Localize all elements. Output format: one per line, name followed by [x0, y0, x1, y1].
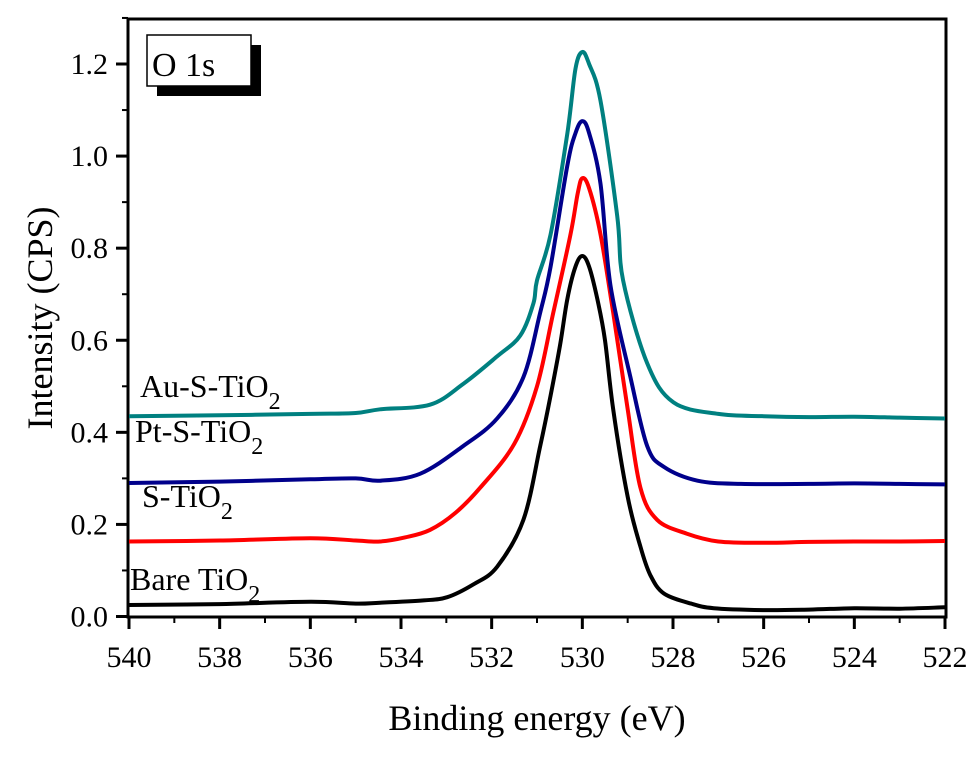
- series-label-0: Bare TiO2: [130, 561, 260, 608]
- series-label-3: Au-S-TiO2: [140, 368, 281, 415]
- series-label-subscript: 2: [248, 582, 260, 608]
- y-tick-label: 1.0: [71, 140, 109, 173]
- x-tick-label: 538: [197, 641, 242, 674]
- series-label-subscript: 2: [251, 434, 263, 460]
- x-tick-label: 522: [923, 641, 968, 674]
- x-tick-label: 530: [560, 641, 605, 674]
- x-tick-label: 540: [107, 641, 152, 674]
- series-label-subscript: 2: [269, 389, 281, 415]
- series-label-2: Pt-S-TiO2: [135, 413, 263, 460]
- inset-label-text: O 1s: [152, 47, 215, 84]
- inset-label: O 1s: [146, 34, 261, 96]
- series-label-subscript: 2: [221, 499, 233, 525]
- y-axis-label: Intensity (CPS): [20, 206, 60, 429]
- x-axis-label: Binding energy (eV): [388, 698, 685, 738]
- series-label-text: S-TiO: [142, 478, 221, 514]
- y-tick-label: 0.4: [71, 416, 109, 449]
- series-line-1: [128, 176, 946, 545]
- x-tick-label: 532: [469, 641, 514, 674]
- x-tick-label: 534: [379, 641, 424, 674]
- x-tick-label: 526: [741, 641, 786, 674]
- series-line-3: [128, 49, 946, 421]
- y-tick-label: 0.0: [71, 601, 109, 634]
- y-tick-label: 0.6: [71, 324, 109, 357]
- y-tick-label: 1.2: [71, 48, 109, 81]
- series-label-text: Pt-S-TiO: [135, 413, 251, 449]
- y-tick-label: 0.8: [71, 232, 109, 265]
- series-line-0: [128, 254, 946, 613]
- y-tick-label: 0.2: [71, 508, 109, 541]
- series-label-1: S-TiO2: [142, 478, 233, 525]
- series-line-2: [128, 119, 946, 487]
- x-tick-label: 536: [288, 641, 333, 674]
- x-tick-label: 524: [832, 641, 877, 674]
- series-label-text: Au-S-TiO: [140, 368, 269, 404]
- x-tick-label: 528: [651, 641, 696, 674]
- series-label-text: Bare TiO: [130, 561, 248, 597]
